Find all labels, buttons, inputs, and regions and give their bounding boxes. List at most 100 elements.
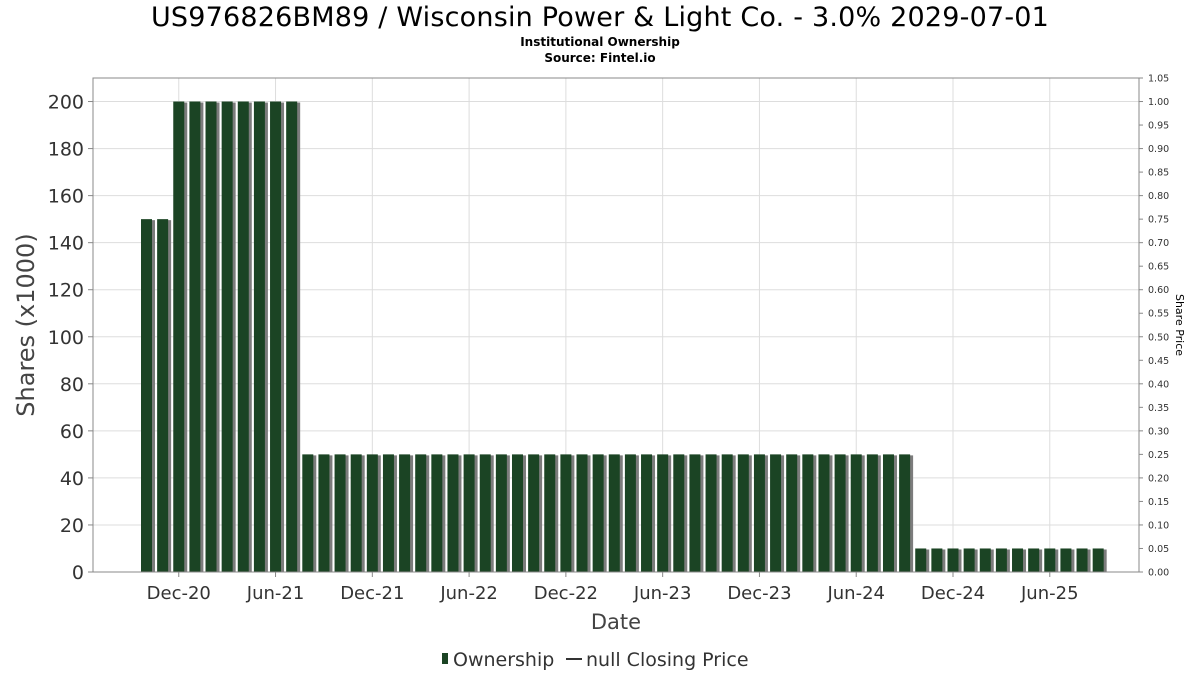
bar [947, 548, 959, 572]
bar [608, 454, 620, 572]
y-tick-label: 160 [48, 186, 84, 208]
bar [1044, 548, 1056, 572]
y2-axis-ticks: 0.00 0.05 0.10 0.15 0.20 0.25 0.30 0.35 0.40 0.45… [1139, 74, 1169, 579]
y2-tick-label: 0.70 [1148, 238, 1169, 249]
bar [753, 454, 765, 572]
bars [141, 101, 1107, 573]
bar [415, 454, 427, 572]
plot-frame [92, 77, 1140, 573]
bar [544, 454, 556, 572]
bar [737, 454, 749, 572]
bar [366, 454, 378, 572]
y2-tick-label: 0.95 [1148, 121, 1169, 132]
y2-tick-label: 0.60 [1148, 285, 1169, 296]
bar [624, 454, 636, 572]
x-tick-label: Jun-25 [1020, 583, 1079, 604]
chart-source: Source: Fintel.io [544, 51, 656, 65]
bar [141, 219, 152, 572]
y2-tick-label: 0.40 [1148, 379, 1169, 390]
y-axis-ticks: 0 20 40 60 80 100 120 140 160 180 200 [48, 92, 93, 584]
y2-tick-label: 0.65 [1148, 262, 1169, 273]
bar [657, 454, 669, 572]
bar [1060, 548, 1072, 572]
y-tick-label: 60 [60, 421, 84, 443]
bar [721, 454, 733, 572]
x-tick-label: Dec-21 [340, 583, 404, 604]
bar [205, 101, 217, 573]
bar [963, 548, 975, 572]
bar [915, 548, 927, 572]
bar [334, 454, 346, 572]
y-tick-label: 100 [48, 327, 84, 349]
bar [1028, 548, 1040, 572]
y2-axis-label: Share Price [1173, 294, 1186, 356]
y2-tick-label: 0.75 [1148, 215, 1169, 226]
bar [979, 548, 991, 572]
bar [253, 101, 265, 573]
y2-tick-label: 0.15 [1148, 497, 1169, 508]
y2-tick-label: 1.00 [1148, 97, 1169, 108]
bar [302, 454, 314, 572]
bar [350, 454, 362, 572]
y-tick-label: 40 [60, 468, 84, 490]
y2-tick-label: 0.00 [1148, 568, 1169, 579]
y2-tick-label: 0.55 [1148, 309, 1169, 320]
y2-tick-label: 0.30 [1148, 426, 1169, 437]
x-tick-label: Dec-24 [921, 583, 985, 604]
bar [511, 454, 523, 572]
bar [576, 454, 588, 572]
x-tick-label: Dec-20 [147, 583, 211, 604]
bar [1076, 548, 1088, 572]
bar [270, 101, 282, 573]
bar [592, 454, 604, 572]
bar [237, 101, 249, 573]
bar [802, 454, 814, 572]
y2-tick-label: 0.80 [1148, 191, 1169, 202]
bar [399, 454, 411, 572]
bar [850, 454, 862, 572]
bar [834, 454, 846, 572]
x-tick-label: Jun-21 [246, 583, 305, 604]
legend-label-closing-price: null Closing Price [586, 649, 749, 671]
x-tick-label: Dec-22 [534, 583, 598, 604]
y-tick-label: 0 [72, 562, 84, 584]
x-tick-label: Jun-23 [633, 583, 692, 604]
x-tick-label: Dec-23 [727, 583, 791, 604]
bar [318, 454, 330, 572]
bar [673, 454, 685, 572]
y2-tick-label: 0.35 [1148, 403, 1169, 414]
y2-tick-label: 0.85 [1148, 168, 1169, 179]
bar [705, 454, 717, 572]
bar [495, 454, 507, 572]
y2-tick-label: 0.50 [1148, 332, 1169, 343]
legend-bar-swatch [442, 653, 448, 664]
y-tick-label: 140 [48, 233, 84, 255]
bar [689, 454, 701, 572]
y-axis-label: Shares (x1000) [12, 233, 40, 416]
chart-title: US976826BM89 / Wisconsin Power & Light C… [150, 2, 1050, 33]
bar [382, 454, 394, 572]
legend-label-ownership: Ownership [453, 649, 554, 671]
bar [447, 454, 459, 572]
bar [866, 454, 878, 572]
bar [1012, 548, 1024, 572]
y2-tick-label: 0.20 [1148, 473, 1169, 484]
bar [899, 454, 911, 572]
y-tick-label: 20 [60, 515, 84, 537]
x-axis-ticks: Dec-20 Jun-21 Dec-21 Jun-22 Dec-22 Jun-23 Dec-… [147, 572, 1079, 604]
bar [189, 101, 201, 573]
bar [641, 454, 653, 572]
bar [770, 454, 782, 572]
bar [173, 101, 185, 573]
bar [560, 454, 572, 572]
x-axis-label: Date [591, 610, 641, 634]
bar [786, 454, 798, 572]
bar [286, 101, 298, 573]
x-tick-label: Jun-24 [826, 583, 885, 604]
bar [1092, 548, 1104, 572]
bar [157, 219, 169, 572]
bar [463, 454, 475, 572]
bar [528, 454, 540, 572]
y2-tick-label: 1.05 [1148, 74, 1169, 85]
